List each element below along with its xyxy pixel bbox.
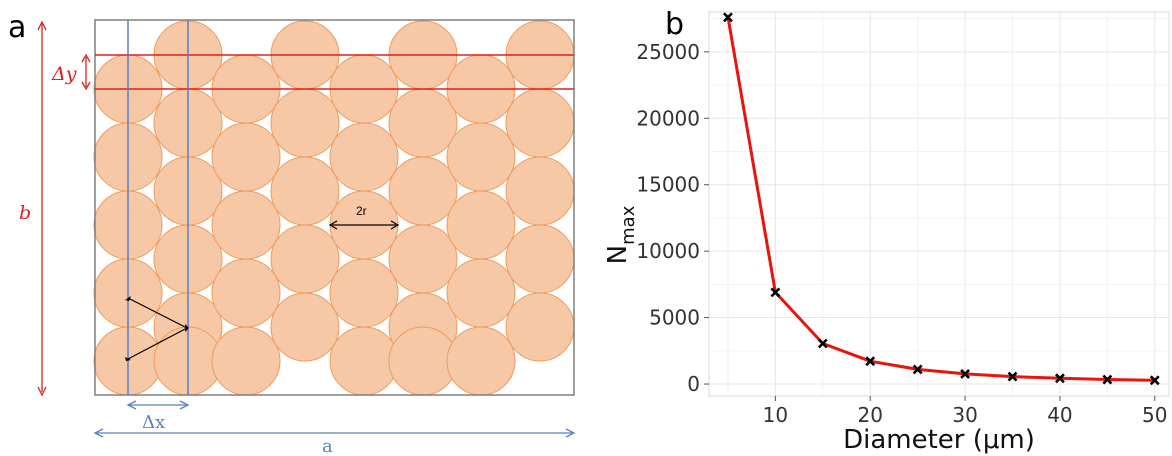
a-arrowhead-right	[565, 428, 576, 438]
x-tick-label: 10	[763, 403, 788, 427]
data-point	[1102, 374, 1113, 385]
data-point	[912, 364, 923, 375]
packed-circle	[270, 224, 340, 294]
y-axis-title-subscript: max	[618, 205, 639, 245]
packed-circle	[505, 292, 575, 362]
bounding-box	[94, 19, 575, 396]
y-axis-ticks: 0 5000 10000 15000 20000 25000	[636, 40, 709, 396]
data-markers	[723, 12, 1160, 386]
a-arrowhead-left	[93, 428, 104, 438]
two-r-arrowhead-right	[390, 220, 400, 230]
delta-y-arrowhead-bottom	[81, 81, 91, 91]
x-tick-label: 20	[858, 403, 883, 427]
packed-circle	[270, 156, 340, 226]
data-point	[723, 12, 733, 23]
panel-a: a Δy b Δx a 2r	[8, 10, 576, 456]
y-tick-label: 0	[687, 372, 700, 396]
data-point	[960, 369, 971, 379]
b-label: b	[19, 202, 31, 224]
packed-circle	[446, 122, 516, 192]
y-tick-label: 10000	[636, 239, 700, 263]
data-point	[865, 356, 876, 367]
x-tick-label: 30	[952, 403, 977, 427]
packed-circle	[388, 88, 458, 158]
center-marker-1	[125, 296, 131, 301]
x-tick-label: 40	[1047, 403, 1072, 427]
data-point	[1055, 373, 1065, 384]
packed-circle	[329, 258, 399, 328]
packed-circle	[329, 326, 399, 396]
y-tick-label: 5000	[649, 306, 700, 330]
y-axis-title-main: N	[603, 245, 633, 264]
y-tick-label: 20000	[636, 106, 700, 130]
panel-a-letter: a	[8, 10, 26, 45]
data-point	[817, 338, 828, 349]
delta-x-arrowhead-right	[179, 400, 190, 410]
packed-circles	[93, 20, 575, 396]
plot-area	[708, 11, 1170, 397]
packed-circle	[446, 326, 516, 396]
center-link-lower	[127, 327, 188, 360]
panel-b-letter: b	[665, 7, 684, 42]
x-axis-title: Diameter (μm)	[843, 425, 1035, 455]
y-tick-label: 25000	[636, 40, 700, 64]
packed-circle	[211, 258, 281, 328]
packed-circle	[505, 88, 575, 158]
packed-circle	[329, 122, 399, 192]
y-axis-title: Nmax	[603, 205, 639, 264]
center-link-upper	[127, 297, 188, 329]
x-tick-label: 50	[1142, 403, 1167, 427]
packed-circle	[211, 122, 281, 192]
packed-circle	[505, 224, 575, 294]
b-arrowhead-top	[37, 20, 47, 31]
data-point	[1007, 371, 1018, 382]
packed-circle	[446, 258, 516, 328]
panel-b: b 0 5000 10000 15000 20000 25000 10 20 30 40 50 D…	[603, 7, 1170, 455]
two-r-arrowhead-left	[328, 220, 338, 230]
series-line	[726, 17, 1155, 382]
data-point	[1149, 375, 1160, 386]
packed-circle	[270, 88, 340, 158]
b-arrowhead-bottom	[37, 386, 47, 397]
two-r-label: 2r	[356, 204, 367, 218]
center-marker-3	[185, 324, 189, 332]
x-axis-ticks: 10 20 30 40 50	[763, 396, 1167, 427]
packed-circle	[270, 292, 340, 362]
delta-y-label: Δy	[51, 63, 77, 85]
delta-y-arrowhead-top	[81, 53, 91, 63]
data-point	[770, 287, 781, 298]
packed-circle	[388, 224, 458, 294]
delta-x-arrowhead-left	[126, 400, 137, 410]
packed-circle	[446, 190, 516, 260]
gridlines	[709, 12, 1169, 396]
packed-circle	[505, 156, 575, 226]
y-tick-label: 15000	[636, 173, 700, 197]
packed-circle	[388, 156, 458, 226]
a-label: a	[322, 436, 333, 456]
delta-x-label: Δx	[142, 412, 165, 433]
center-marker-2	[125, 357, 131, 361]
packed-circle	[211, 190, 281, 260]
packed-circle	[211, 326, 281, 396]
